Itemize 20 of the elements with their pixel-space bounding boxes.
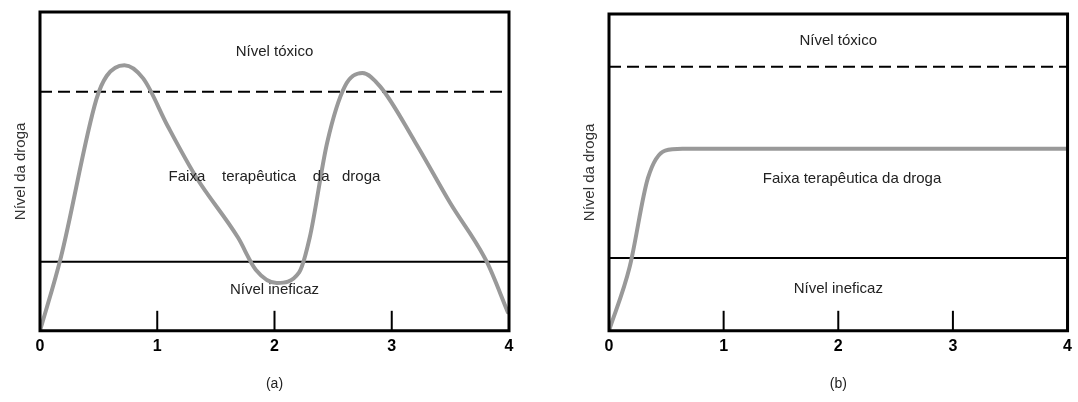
x-tick-label: 2 xyxy=(833,336,843,354)
x-tick-label: 0 xyxy=(604,336,614,354)
x-tick-label: 0 xyxy=(35,336,45,354)
annotation: Faixa terapêutica da droga xyxy=(762,168,942,186)
x-tick-label: 1 xyxy=(719,336,729,354)
x-tick-label: 4 xyxy=(504,336,514,354)
ref-line-label: Nível tóxico xyxy=(799,30,878,48)
x-tick-label: 1 xyxy=(152,336,162,354)
x-tick-label: 3 xyxy=(948,336,958,354)
x-tick-label: 4 xyxy=(1063,336,1073,354)
annotation: Faixa terapêutica da droga xyxy=(168,166,382,184)
text: (a) xyxy=(265,374,284,391)
text: (b) xyxy=(829,374,847,391)
ref-line-label: Nível ineficaz xyxy=(229,280,320,298)
ref-line-label: Nível tóxico xyxy=(235,41,314,59)
x-tick-label: 2 xyxy=(270,336,280,354)
ref-line-label: Nível ineficaz xyxy=(793,278,883,296)
y-axis-title: Nível da droga xyxy=(580,122,598,222)
x-tick-label: 3 xyxy=(387,336,397,354)
y-axis-title: Nível da droga xyxy=(11,121,29,221)
